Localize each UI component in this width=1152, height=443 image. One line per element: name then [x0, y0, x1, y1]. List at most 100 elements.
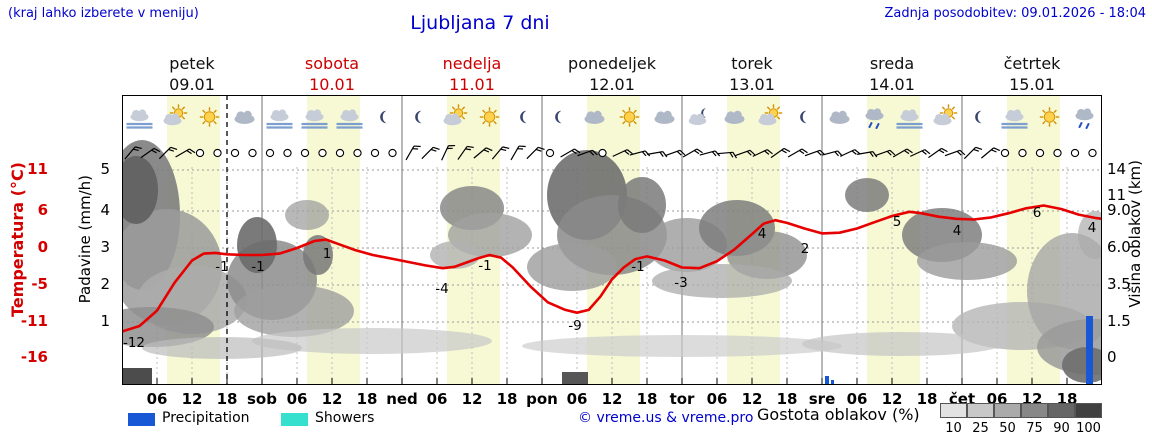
barb-line: [906, 148, 913, 154]
temperature-label: -3: [674, 275, 687, 291]
weather-icon-fog: [301, 109, 328, 129]
time-tick-label: 06: [846, 390, 868, 408]
barb-line: [872, 151, 878, 158]
sun-ray: [461, 116, 466, 120]
barb-line: [766, 149, 773, 155]
day-header: četrtek 15.01: [962, 53, 1102, 95]
moon-shape: [555, 110, 562, 124]
cloud-density-tick: 90: [1053, 421, 1070, 436]
barb-line: [746, 150, 752, 156]
sun-ray: [213, 120, 217, 125]
wind-barb-icon: [770, 147, 791, 159]
time-tick-label: 06: [426, 390, 448, 408]
cloud-shape: [278, 109, 287, 117]
cloud-shape: [307, 109, 316, 119]
weather-icon-cloud: [829, 110, 850, 124]
cloud-shape: [656, 111, 666, 121]
cloud-shape: [838, 110, 847, 119]
drizzle-drop: [1085, 123, 1090, 129]
cloud-height-tick: 6.0: [1107, 238, 1131, 256]
barb-line: [413, 145, 421, 148]
cloud-shape: [873, 108, 882, 116]
cloud-height-tick: 0: [1107, 348, 1117, 366]
weather-icon-moon: [555, 110, 562, 124]
barb-line: [448, 144, 456, 147]
time-tick-label: 18: [216, 390, 238, 408]
wind-barb-icon: [734, 149, 756, 157]
low-cloud-block: [122, 368, 152, 385]
credit-link[interactable]: © vreme.us & vreme.pro: [578, 410, 754, 426]
wind-barb-icon: [822, 150, 843, 157]
barb-line: [798, 149, 805, 155]
temperature-label: 4: [953, 223, 962, 239]
precipitation-bar: [831, 380, 834, 385]
sun-ray: [1053, 120, 1057, 125]
barb-line: [186, 149, 192, 155]
sun-ray: [776, 116, 781, 120]
wind-calm-icon: [370, 148, 380, 158]
wind-barb-icon: [140, 147, 161, 159]
cloud-density-tick: 10: [945, 421, 962, 436]
weather-icon-moon: [800, 110, 807, 124]
barb-line: [624, 150, 630, 155]
precipitation-bar: [1086, 316, 1093, 385]
day-name: torek: [731, 54, 773, 73]
barb-line: [641, 151, 647, 157]
cloud-shape: [935, 113, 944, 123]
wind-barb-icon: [560, 148, 581, 158]
time-tick-label: 18: [916, 390, 938, 408]
sun-ray: [776, 106, 781, 110]
weather-icon-drizzle: [1075, 108, 1094, 129]
cloud-shape: [1077, 108, 1086, 118]
sun-ray: [1053, 109, 1057, 114]
day-header: sobota 10.01: [262, 53, 402, 95]
barb-line: [696, 148, 703, 154]
time-tick-label: 06: [146, 390, 168, 408]
wind-calm-icon: [230, 148, 240, 158]
wind-calm-icon: [353, 148, 362, 158]
sun-core: [203, 111, 216, 123]
day-name: nedelja: [442, 54, 502, 73]
time-tick-label: 12: [741, 390, 763, 408]
weather-icon-drizzle: [865, 108, 884, 129]
wind-barb-icon: [526, 146, 545, 160]
precipitation-tick: 4: [100, 201, 110, 219]
barb-line: [151, 149, 157, 154]
sun-core: [1043, 111, 1056, 123]
precipitation-bar: [825, 376, 829, 385]
wind-calm-icon: [335, 148, 345, 158]
barb-line: [412, 148, 419, 150]
barb-line: [991, 149, 997, 153]
wind-barb-icon: [874, 149, 896, 157]
weather-icon-moon: [380, 110, 387, 124]
wind-barb-icon: [909, 149, 931, 157]
time-tick-label: tor: [669, 390, 695, 408]
cloud-shape: [132, 109, 141, 119]
sun-ray: [622, 120, 626, 125]
wind-barb-icon: [787, 148, 808, 158]
moon-shape: [975, 110, 982, 124]
weather-icon-partly: [933, 104, 958, 126]
barb-line: [659, 151, 664, 157]
barb-line: [502, 146, 510, 150]
cloud-density-tick: 75: [1026, 421, 1043, 436]
moon-shape: [800, 110, 807, 124]
time-tick-label: 18: [496, 390, 518, 408]
barb-line: [589, 150, 595, 156]
wind-calm-icon: [1053, 148, 1062, 158]
barb-line: [447, 147, 453, 150]
weather-icon-fog: [126, 109, 153, 129]
wind-barb-icon: [629, 150, 651, 157]
wind-barb-icon: [839, 149, 861, 157]
sun-core: [623, 111, 636, 123]
sun-ray: [461, 106, 466, 110]
sun-ray: [202, 109, 206, 114]
wind-calm-icon: [545, 148, 555, 158]
plot-border: [122, 95, 1102, 385]
wind-barb-icon: [647, 151, 668, 158]
time-tick-label: 12: [881, 390, 903, 408]
wind-barb-icon: [577, 149, 598, 157]
wind-barb-icon: [158, 146, 178, 160]
day-date: 12.01: [589, 75, 635, 94]
cloud-shape: [867, 108, 876, 118]
